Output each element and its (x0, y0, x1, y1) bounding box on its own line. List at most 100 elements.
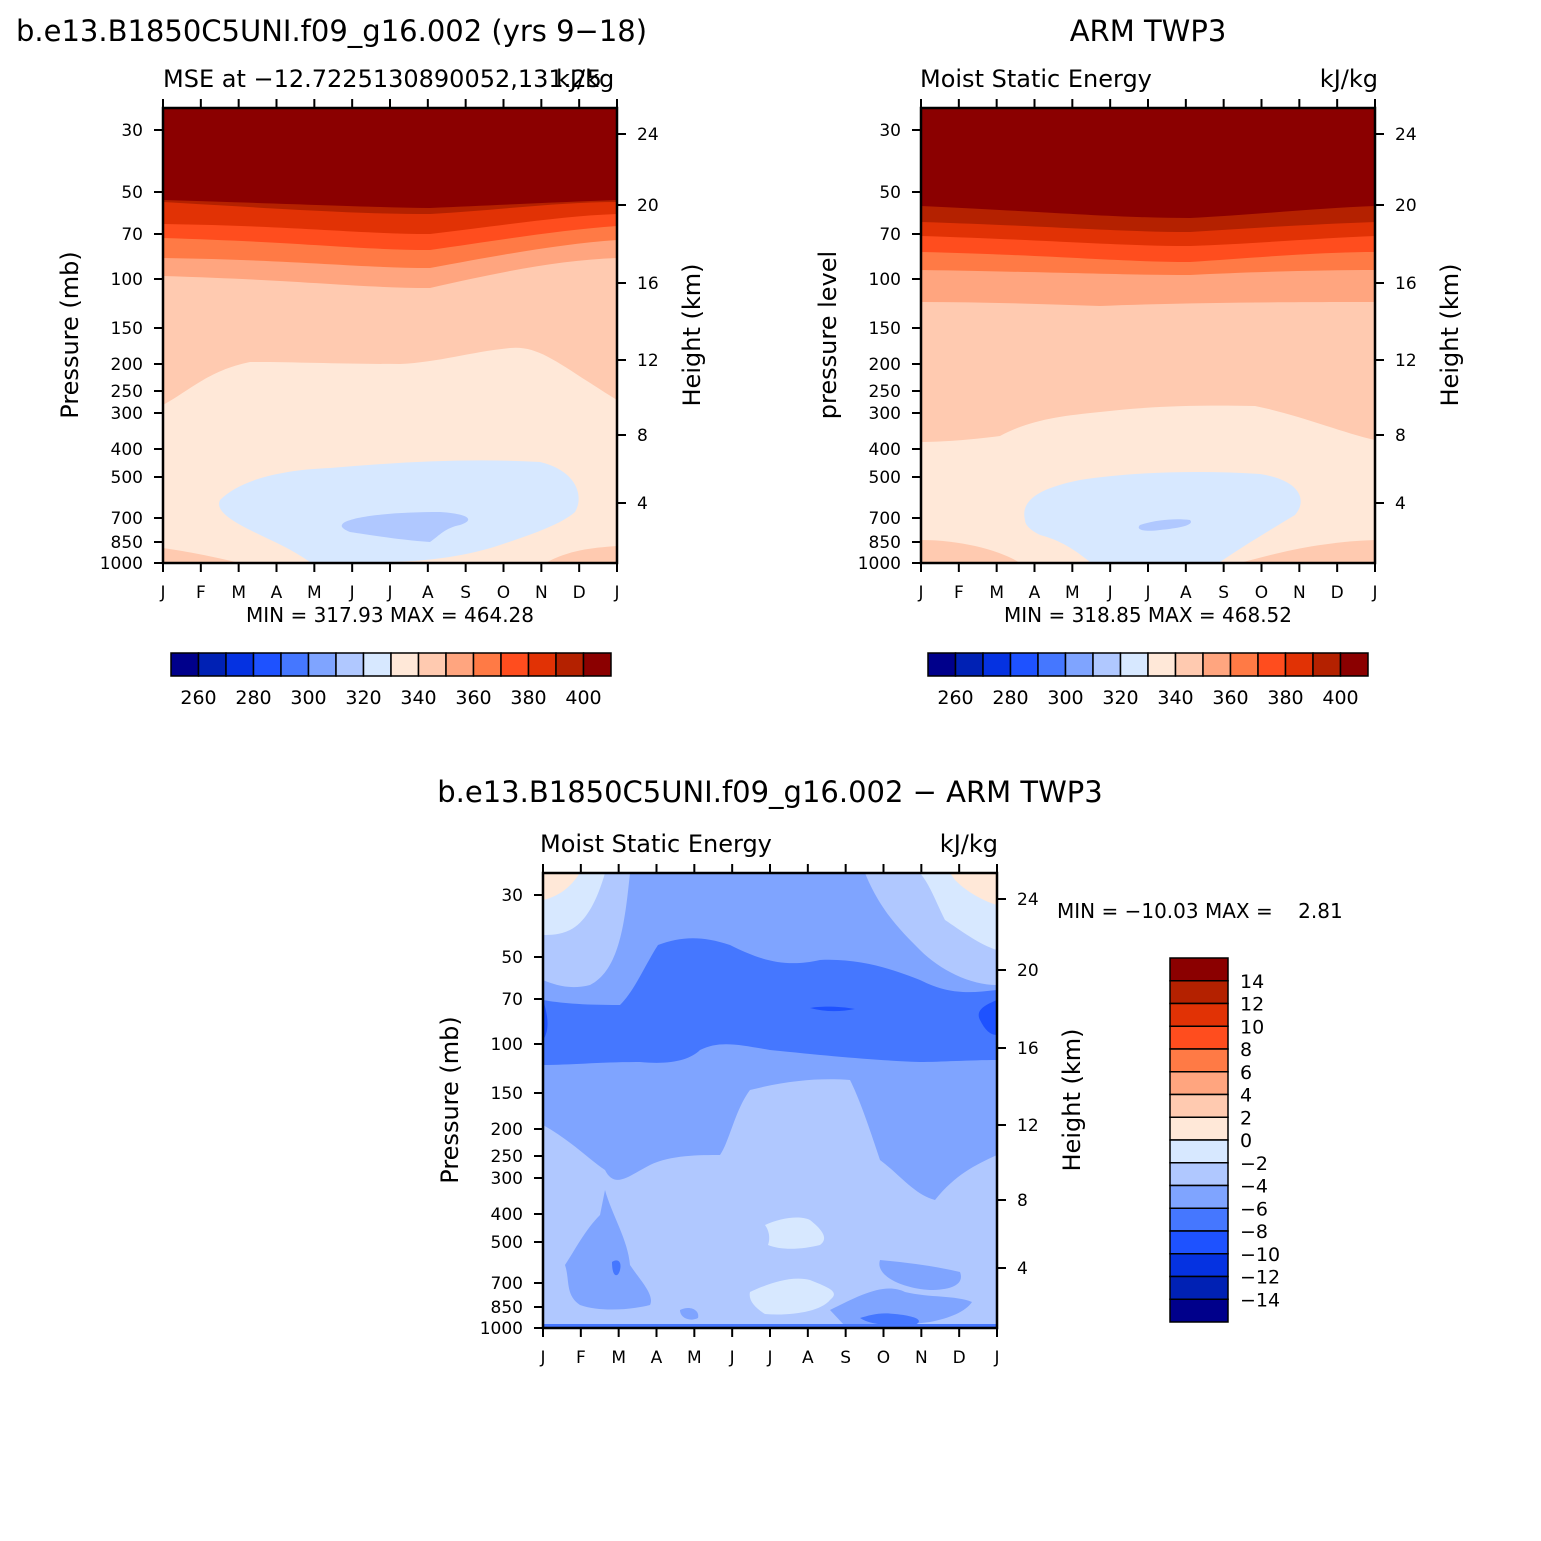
colorbar-swatch (335, 652, 365, 677)
x-tick-label: J (1144, 583, 1150, 603)
colorbar-swatch (500, 652, 530, 677)
colorbar-label: 300 (1047, 687, 1083, 709)
colorbar-swatch (1169, 1275, 1229, 1300)
y2-tick-label: 20 (1395, 196, 1417, 216)
obs-ylabel: pressure level (814, 251, 842, 419)
contour-fill-320-330 (219, 460, 579, 562)
colorbar-swatch (582, 652, 612, 677)
colorbar-label: 380 (510, 687, 546, 709)
y-tick-label: 70 (879, 225, 901, 245)
model-contours (163, 108, 617, 563)
colorbar-swatch (1169, 1230, 1229, 1255)
x-tick-label: S (840, 1348, 851, 1368)
obs-ylabel-right: Height (km) (1436, 264, 1464, 407)
y2-tick-label: 12 (1395, 351, 1417, 371)
colorbar-swatch (1174, 652, 1204, 677)
x-tick-label: J (386, 583, 392, 603)
colorbar-swatch (1119, 652, 1149, 677)
colorbar-label: 4 (1240, 1085, 1252, 1107)
colorbar-swatch (1169, 1184, 1229, 1209)
contour-fill-310-320 (341, 512, 469, 542)
x-tick-label: N (915, 1348, 928, 1368)
y2-tick-label: 16 (1017, 1039, 1039, 1059)
colorbar-label: 400 (565, 687, 601, 709)
colorbar-swatch (1169, 1048, 1229, 1073)
colorbar-swatch (1169, 1002, 1229, 1027)
colorbar-swatch (982, 652, 1012, 677)
y2-tick-label: 16 (1395, 274, 1417, 294)
diff-ylabel-right: Height (km) (1058, 1029, 1086, 1172)
y-tick-label: 250 (111, 382, 143, 402)
colorbar-swatch (1169, 1071, 1229, 1096)
x-tick-label: F (576, 1348, 586, 1368)
y-tick-label: 150 (491, 1084, 523, 1104)
colorbar-swatch (1169, 1253, 1229, 1278)
colorbar-swatch (390, 652, 420, 677)
y-tick-label: 700 (869, 509, 901, 529)
y2-tick-label: 12 (637, 351, 659, 371)
diff-contours (543, 873, 997, 1328)
y2-tick-label: 8 (1017, 1191, 1028, 1211)
colorbar-swatch (527, 652, 557, 677)
x-tick-label: F (196, 583, 206, 603)
y-tick-label: 300 (491, 1169, 523, 1189)
model-colorbar: 260 280 300 320 340 360 380 400 (170, 652, 612, 709)
contour-fill-310-320 (1138, 519, 1191, 531)
colorbar-swatch (472, 652, 502, 677)
obs-contours (921, 108, 1375, 563)
colorbar-label: 300 (290, 687, 326, 709)
contour-fill-diff-neg6 (543, 938, 997, 1065)
colorbar-label: 260 (937, 687, 973, 709)
y2-tick-label: 20 (637, 196, 659, 216)
x-tick-label: M (231, 583, 246, 603)
y-tick-label: 50 (121, 183, 143, 203)
model-title: b.e13.B1850C5UNI.f09_g16.002 (yrs 9−18) (16, 14, 647, 48)
y-tick-label: 100 (869, 270, 901, 290)
obs-colorbar: 260 280 300 320 340 360 380 400 (927, 652, 1369, 709)
y-tick-label: 100 (111, 270, 143, 290)
y-tick-label: 200 (111, 355, 143, 375)
diff-stats: MIN = −10.03 MAX = 2.81 (1057, 899, 1343, 923)
contour-fill-400plus (163, 108, 617, 208)
model-ylabel-right: Height (km) (678, 264, 706, 407)
colorbar-swatch (1312, 652, 1342, 677)
x-tick-label: A (802, 1348, 814, 1368)
colorbar-swatch (927, 652, 957, 677)
diff-title: b.e13.B1850C5UNI.f09_g16.002 − ARM TWP3 (437, 775, 1102, 809)
x-tick-label: O (497, 583, 510, 603)
colorbar-label: 280 (235, 687, 271, 709)
x-tick-label: N (535, 583, 548, 603)
x-tick-label: A (271, 583, 283, 603)
colorbar-swatch (1169, 1025, 1229, 1050)
colorbar-swatch (555, 652, 585, 677)
colorbar-swatch (1284, 652, 1314, 677)
y-tick-label: 700 (491, 1274, 523, 1294)
colorbar-label: 340 (1157, 687, 1193, 709)
x-tick-label: M (611, 1348, 626, 1368)
x-tick-label: S (1218, 583, 1229, 603)
model-units: kJ/kg (556, 65, 614, 93)
diff-ylabel: Pressure (mb) (436, 1016, 464, 1183)
y2-tick-label: 4 (1017, 1259, 1028, 1279)
colorbar-label: 10 (1240, 1016, 1264, 1038)
y2-tick-label: 24 (1017, 890, 1039, 910)
colorbar-swatch (1092, 652, 1122, 677)
colorbar-swatch (225, 652, 255, 677)
y-tick-label: 250 (869, 382, 901, 402)
y-tick-label: 300 (111, 404, 143, 424)
x-tick-label: J (349, 583, 355, 603)
colorbar-swatch (307, 652, 337, 677)
y-tick-label: 1000 (480, 1319, 523, 1339)
x-tick-label: M (307, 583, 322, 603)
colorbar-label: 12 (1240, 994, 1264, 1016)
colorbar-swatch (1257, 652, 1287, 677)
y-tick-label: 150 (111, 319, 143, 339)
x-tick-label: F (954, 583, 964, 603)
x-tick-label: J (917, 583, 923, 603)
colorbar-swatch (1009, 652, 1039, 677)
colorbar-label: 14 (1240, 971, 1264, 993)
colorbar-swatch (252, 652, 282, 677)
